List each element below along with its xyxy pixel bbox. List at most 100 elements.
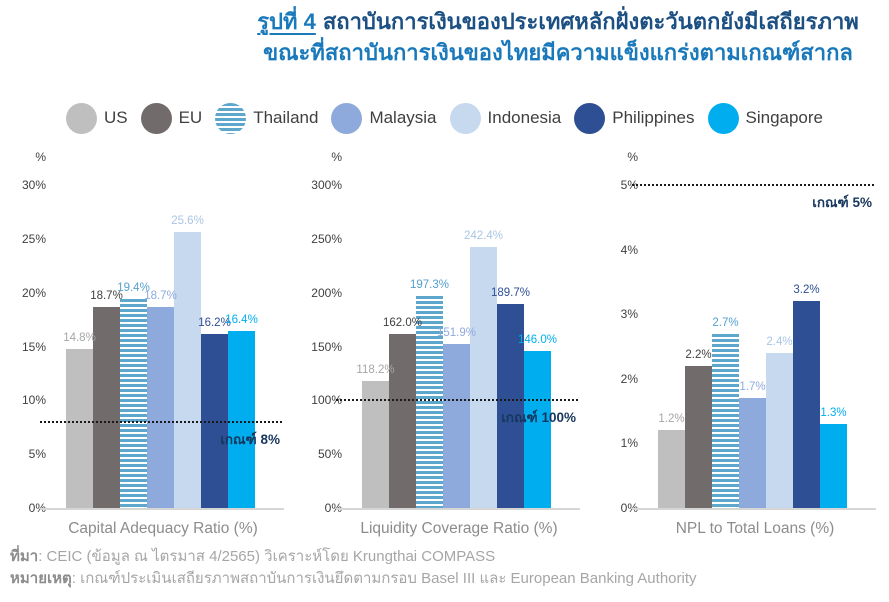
bar-singapore bbox=[228, 331, 255, 508]
x-axis-line bbox=[40, 508, 284, 510]
chart-caption: NPL to Total Loans (%) bbox=[675, 520, 835, 537]
bar-value-us: 14.8% bbox=[63, 332, 96, 344]
bar-malaysia bbox=[739, 398, 766, 508]
bar-value-malaysia: 18.7% bbox=[144, 290, 177, 302]
chart-npl-to-total-loans: % 5% 4% 3% 2% 1% 0% 1.2% 2.2% 2.7% 1.7% 2.4% 3.2% 1.3… bbox=[592, 145, 888, 545]
bar-value-thailand: 197.3% bbox=[409, 279, 450, 291]
chart-liquidity-coverage-ratio: % 300% 250% 200% 150% 100% 50% 0% 118.2% 162.0% 19… bbox=[296, 145, 592, 545]
bar-thailand bbox=[120, 299, 147, 508]
chart-caption: Liquidity Coverage Ratio (%) bbox=[360, 520, 558, 537]
legend-label-philippines: Philippines bbox=[612, 108, 695, 127]
bar-value-philippines: 3.2% bbox=[793, 284, 820, 296]
legend-label-thailand: Thailand bbox=[253, 108, 319, 127]
bar-malaysia bbox=[147, 307, 174, 508]
bar-philippines bbox=[793, 301, 820, 508]
bar-value-us: 118.2% bbox=[356, 364, 395, 376]
source-prefix: ที่มา bbox=[10, 548, 39, 565]
legend-swatch-indonesia bbox=[449, 102, 481, 134]
legend-label-us: US bbox=[103, 108, 128, 127]
bar-value-thailand: 19.4% bbox=[117, 282, 150, 294]
bar-value-singapore: 1.3% bbox=[820, 407, 847, 419]
bar-philippines bbox=[497, 304, 524, 508]
legend: US EU Thailand Malaysia Indonesia Philippines… bbox=[0, 100, 889, 136]
note-prefix: หมายเหตุ bbox=[10, 570, 72, 587]
note-line: หมายเหตุ: เกณฑ์ประเมินเสถียรภาพสถาบันการ… bbox=[10, 568, 870, 590]
legend-label-indonesia: Indonesia bbox=[487, 108, 562, 127]
y-tick-250: 250% bbox=[311, 231, 342, 246]
x-axis-line bbox=[632, 508, 876, 510]
bar-value-malaysia: 1.7% bbox=[739, 381, 766, 393]
bar-value-philippines: 16.2% bbox=[198, 317, 231, 329]
bar-us bbox=[66, 349, 93, 508]
y-tick-1: 1% bbox=[620, 436, 638, 451]
legend-item-eu: EU bbox=[140, 102, 203, 134]
note-text: : เกณฑ์ประเมินเสถียรภาพสถาบันการเงินยึดต… bbox=[71, 570, 697, 587]
threshold-label: เกณฑ์ 100% bbox=[501, 410, 576, 426]
threshold-line bbox=[336, 399, 578, 402]
y-tick-5: 5% bbox=[620, 178, 638, 192]
bar-indonesia bbox=[766, 353, 793, 508]
bar-value-us: 1.2% bbox=[658, 413, 685, 425]
legend-swatch-singapore bbox=[707, 102, 739, 134]
legend-swatch-malaysia bbox=[331, 102, 363, 134]
source-text: : CEIC (ข้อมูล ณ ไตรมาส 4/2565) วิเคราะห… bbox=[38, 548, 496, 565]
bar-singapore bbox=[820, 424, 847, 508]
bar-value-philippines: 189.7% bbox=[490, 287, 531, 299]
figure-title-line1: รูปที่ 4 สถาบันการเงินของประเทศหลักฝั่งตะ… bbox=[228, 6, 888, 37]
bar-value-eu: 162.0% bbox=[382, 317, 423, 329]
legend-item-thailand: Thailand bbox=[215, 102, 319, 134]
figure-title-line2-text: ขณะที่สถาบันการเงินของไทยมีความแข็งแกร่ง… bbox=[263, 40, 853, 65]
chart-caption: Capital Adequacy Ratio (%) bbox=[68, 520, 258, 537]
legend-label-singapore: Singapore bbox=[745, 108, 824, 127]
threshold-label: เกณฑ์ 8% bbox=[220, 431, 280, 447]
y-tick-0: 0% bbox=[324, 501, 342, 515]
y-axis-unit: % bbox=[627, 150, 638, 164]
legend-swatch-eu bbox=[140, 102, 172, 134]
bar-indonesia bbox=[470, 247, 497, 508]
legend-item-indonesia: Indonesia bbox=[449, 102, 562, 134]
figure-title-line1-text: สถาบันการเงินของประเทศหลักฝั่งตะวันตกยัง… bbox=[322, 9, 859, 34]
bar-us bbox=[658, 430, 685, 508]
y-tick-10: 10% bbox=[21, 393, 46, 408]
legend-label-eu: EU bbox=[178, 108, 203, 127]
y-tick-4: 4% bbox=[620, 242, 638, 257]
bar-indonesia bbox=[174, 232, 201, 508]
footer: ที่มา: CEIC (ข้อมูล ณ ไตรมาส 4/2565) วิเ… bbox=[10, 546, 870, 590]
legend-swatch-us bbox=[65, 102, 97, 134]
bar-us bbox=[362, 381, 389, 508]
bar-value-indonesia: 25.6% bbox=[171, 215, 204, 227]
y-axis-unit: % bbox=[35, 150, 46, 164]
figure-number: รูปที่ 4 bbox=[257, 9, 316, 34]
y-tick-30: 30% bbox=[21, 178, 46, 192]
bar-value-indonesia: 2.4% bbox=[766, 336, 793, 348]
bar-eu bbox=[685, 366, 712, 508]
y-tick-50: 50% bbox=[317, 447, 342, 462]
y-tick-150: 150% bbox=[311, 339, 342, 354]
y-tick-300: 300% bbox=[311, 178, 342, 192]
bar-eu bbox=[389, 334, 416, 508]
legend-item-us: US bbox=[65, 102, 128, 134]
threshold-line bbox=[40, 420, 282, 423]
charts-row: % 30% 25% 20% 15% 10% 5% 0% 14.8% 18.7% 19.4% 18.7%… bbox=[0, 145, 889, 545]
y-tick-5: 5% bbox=[28, 447, 46, 462]
y-tick-0: 0% bbox=[620, 501, 638, 515]
bar-malaysia bbox=[443, 344, 470, 508]
bar-value-singapore: 146.0% bbox=[517, 334, 558, 346]
bar-eu bbox=[93, 307, 120, 508]
y-tick-2: 2% bbox=[620, 371, 638, 386]
bar-value-eu: 2.2% bbox=[685, 349, 712, 361]
bar-value-eu: 18.7% bbox=[90, 290, 123, 302]
y-tick-15: 15% bbox=[21, 339, 46, 354]
bar-value-malaysia: 151.9% bbox=[436, 327, 477, 339]
legend-label-malaysia: Malaysia bbox=[369, 108, 437, 127]
y-tick-25: 25% bbox=[21, 231, 46, 246]
bar-value-indonesia: 242.4% bbox=[463, 230, 504, 242]
bar-value-singapore: 16.4% bbox=[225, 314, 258, 326]
bar-value-thailand: 2.7% bbox=[712, 317, 739, 329]
chart-capital-adequacy-ratio: % 30% 25% 20% 15% 10% 5% 0% 14.8% 18.7% 19.4% 18.7%… bbox=[0, 145, 296, 545]
legend-swatch-thailand bbox=[215, 102, 247, 134]
legend-item-philippines: Philippines bbox=[574, 102, 695, 134]
threshold-label: เกณฑ์ 5% bbox=[812, 195, 872, 210]
y-tick-200: 200% bbox=[311, 285, 342, 300]
source-line: ที่มา: CEIC (ข้อมูล ณ ไตรมาส 4/2565) วิเ… bbox=[10, 546, 870, 568]
